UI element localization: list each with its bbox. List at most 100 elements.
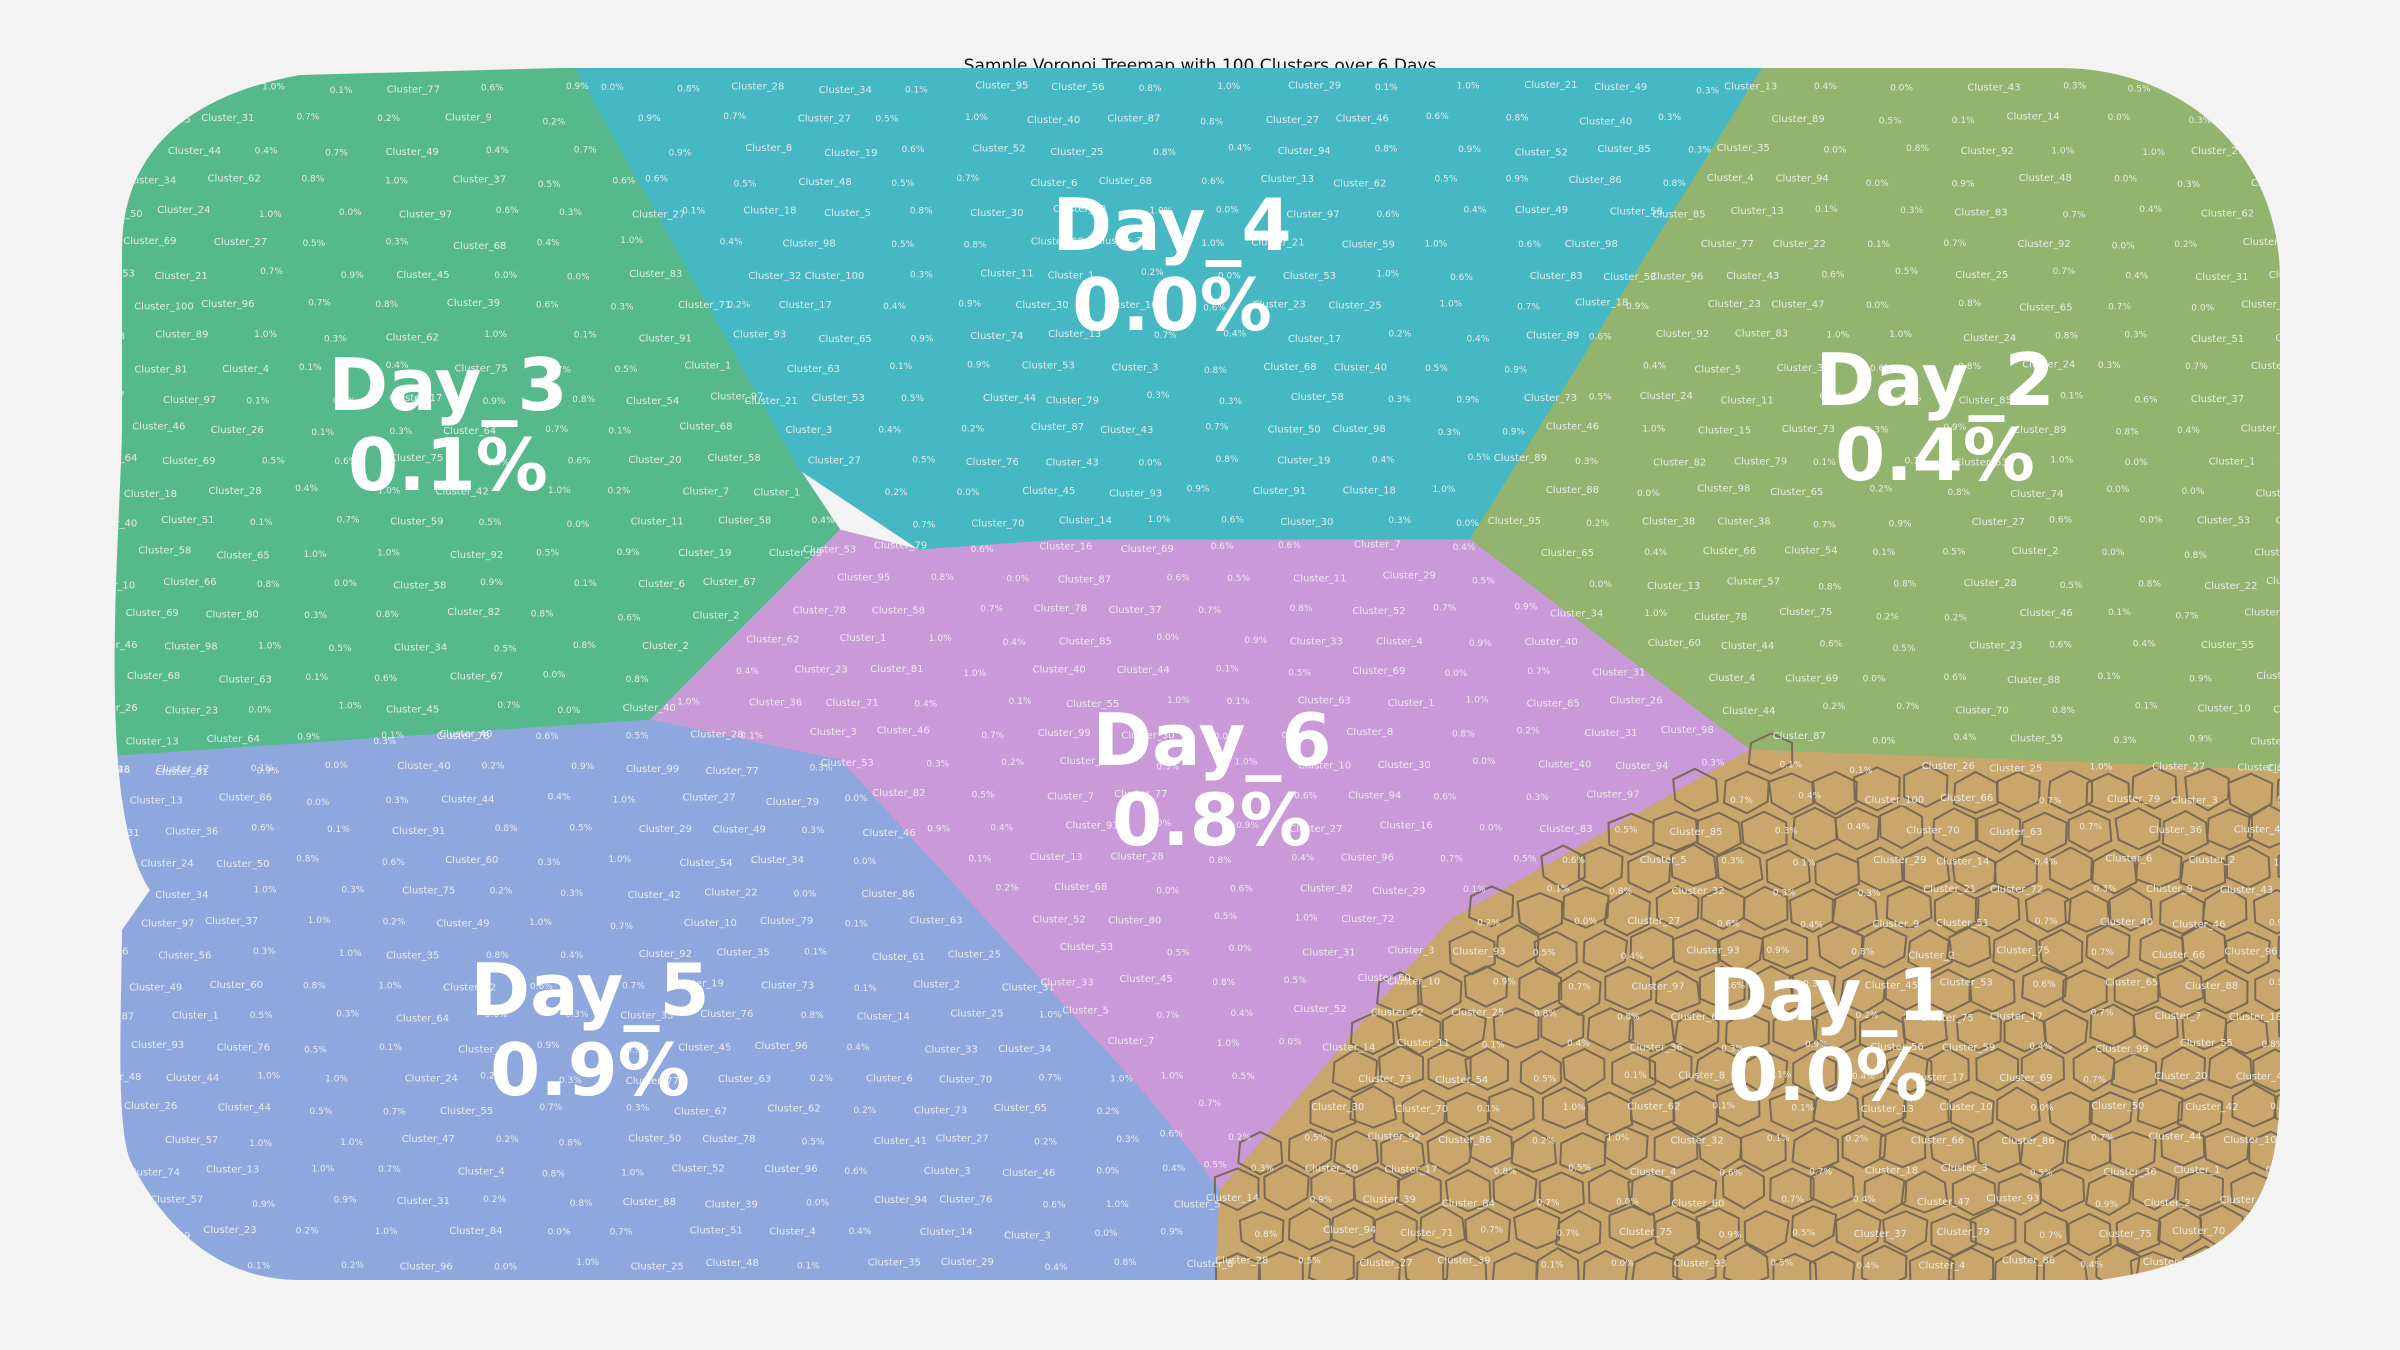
leaf-cell [1603, 1126, 1649, 1171]
leaf-value-label: 0.7% [1527, 667, 1550, 677]
leaf-cluster-label: Cluster_65 [2105, 978, 2158, 989]
leaf-value-label: 0.0% [1637, 489, 1660, 499]
leaf-value-label: 0.3% [1775, 827, 1798, 837]
leaf-value-label: 0.7% [1198, 606, 1221, 616]
leaf-cluster-label: Cluster_82 [2244, 608, 2297, 619]
leaf-value-label: 0.1% [1547, 885, 1570, 895]
leaf-value-label: 0.7% [378, 1165, 401, 1175]
leaf-value-label: 0.8% [1375, 144, 1398, 154]
leaf-cluster-label: Cluster_18 [1575, 298, 1628, 309]
leaf-cluster-label: Cluster_81 [155, 767, 208, 778]
leaf-cell [1562, 886, 1610, 929]
leaf-cell [2294, 1205, 2338, 1248]
leaf-cluster-label: Cluster_1 [2174, 1165, 2221, 1176]
leaf-cluster-label: Cluster_28 [1111, 851, 1164, 862]
leaf-cell [1995, 1086, 2041, 1131]
leaf-value-label: 0.7% [1157, 1011, 1180, 1021]
leaf-cluster-label: Cluster_31 [201, 113, 254, 124]
leaf-value-label: 0.0% [1866, 179, 1889, 189]
leaf-cluster-label: Cluster_45 [396, 270, 449, 281]
leaf-cell [1630, 1251, 1679, 1280]
leaf-cluster-label: Cluster_60 [1358, 973, 1411, 984]
leaf-cluster-label: Cluster_35 [620, 1011, 673, 1022]
leaf-cluster-label: Cluster_30 [1121, 730, 1174, 741]
leaf-cluster-label: Cluster_80 [1108, 915, 1161, 926]
leaf-value-label: 0.2% [853, 1106, 876, 1116]
leaf-cluster-label: Cluster_34 [123, 175, 176, 186]
leaf-value-label: 0.3% [802, 826, 825, 836]
leaf-cell [1968, 968, 2016, 1013]
leaf-cluster-label: Cluster_19 [824, 148, 877, 159]
leaf-cell [2085, 924, 2131, 970]
leaf-value-label: 0.7% [325, 149, 348, 159]
leaf-cluster-label: Cluster_92 [639, 949, 692, 960]
leaf-value-label: 0.9% [334, 1196, 357, 1206]
leaf-value-label: 0.0% [1218, 271, 1241, 281]
leaf-cluster-label: Cluster_98 [1697, 483, 1750, 494]
leaf-value-label: 0.1% [905, 86, 928, 96]
leaf-value-label: 0.9% [1626, 302, 1649, 312]
leaf-cluster-label: Cluster_51 [2275, 516, 2328, 527]
leaf-value-label: 0.4% [1876, 54, 1899, 64]
leaf-cluster-label: Cluster_27 [1266, 115, 1319, 126]
leaf-value-label: 1.0% [1898, 394, 1921, 404]
leaf-value-label: 0.6% [1221, 516, 1244, 526]
leaf-value-label: 0.8% [1200, 117, 1223, 127]
leaf-value-label: 0.4% [2080, 1260, 2103, 1270]
leaf-cluster-label: Cluster_37 [2191, 394, 2244, 405]
leaf-cell [1903, 763, 1949, 809]
leaf-value-label: 0.0% [957, 488, 980, 498]
leaf-cluster-label: Cluster_49 [1594, 82, 1647, 93]
leaf-value-label: 0.3% [1721, 1045, 1744, 1055]
leaf-cluster-label: Cluster_52 [205, 53, 258, 64]
leaf-cluster-label: Cluster_3 [1004, 1230, 1051, 1241]
leaf-cell [1352, 1166, 1401, 1211]
leaf-value-label: 0.1% [1541, 1260, 1564, 1270]
leaf-cluster-label: Cluster_4 [1376, 637, 1423, 648]
leaf-cluster-label: Cluster_94 [1615, 761, 1668, 772]
leaf-value-label: 0.0% [334, 579, 357, 589]
leaf-cluster-label: Cluster_62 [767, 1103, 820, 1114]
leaf-value-label: 0.7% [1517, 302, 1540, 312]
leaf-value-label: 1.0% [311, 1164, 334, 1174]
leaf-value-label: 0.6% [1426, 112, 1449, 122]
leaf-cell [1878, 804, 1924, 850]
leaf-value-label: 0.6% [1822, 270, 1845, 280]
leaf-cell [1492, 1167, 1538, 1212]
leaf-cluster-label: Cluster_63 [718, 1074, 771, 1085]
leaf-cluster-label: Cluster_87 [72, 391, 125, 402]
leaf-cluster-label: Cluster_3 [1777, 363, 1824, 374]
leaf-cluster-label: Cluster_7 [1047, 791, 1094, 802]
leaf-value-label: 0.5% [63, 671, 86, 681]
leaf-value-label: 0.0% [1616, 1198, 1639, 1208]
leaf-value-label: 0.0% [2140, 515, 2163, 525]
leaf-value-label: 0.7% [2039, 797, 2062, 807]
leaf-cell [1861, 1085, 1907, 1129]
leaf-cluster-label: Cluster_9 [445, 113, 492, 124]
leaf-cluster-label: Cluster_54 [626, 396, 679, 407]
leaf-value-label: 0.4% [2139, 205, 2162, 215]
leaf-value-label: 0.5% [2175, 55, 2198, 65]
leaf-value-label: 0.4% [1954, 733, 1977, 743]
leaf-value-label: 0.4% [812, 516, 835, 526]
leaf-cluster-label: Cluster_2 [2286, 394, 2333, 405]
leaf-cell [2110, 1052, 2158, 1094]
leaf-cell [1945, 926, 1992, 968]
leaf-value-label: 0.9% [1504, 366, 1527, 376]
leaf-cluster-label: Cluster_79 [766, 797, 819, 808]
leaf-cell [2277, 924, 2281, 969]
leaf-value-label: 0.0% [1473, 757, 1496, 767]
leaf-value-label: 0.1% [1216, 664, 1239, 674]
leaf-cluster-label: Cluster_17 [1384, 1165, 1437, 1176]
leaf-cluster-label: Cluster_60 [1648, 638, 1701, 649]
leaf-cluster-label: Cluster_97 [710, 392, 763, 403]
leaf-value-label: 0.6% [844, 1167, 867, 1177]
leaf-value-label: 0.9% [2266, 1166, 2289, 1176]
leaf-value-label: 0.0% [2191, 303, 2214, 313]
leaf-cluster-label: Cluster_63 [1989, 827, 2042, 838]
leaf-cluster-label: Cluster_31 [397, 1196, 450, 1207]
leaf-cell [1586, 1007, 1635, 1052]
leaf-cluster-label: Cluster_68 [679, 422, 732, 433]
leaf-value-label: 0.2% [1823, 702, 1846, 712]
leaf-value-label: 0.6% [618, 614, 641, 624]
